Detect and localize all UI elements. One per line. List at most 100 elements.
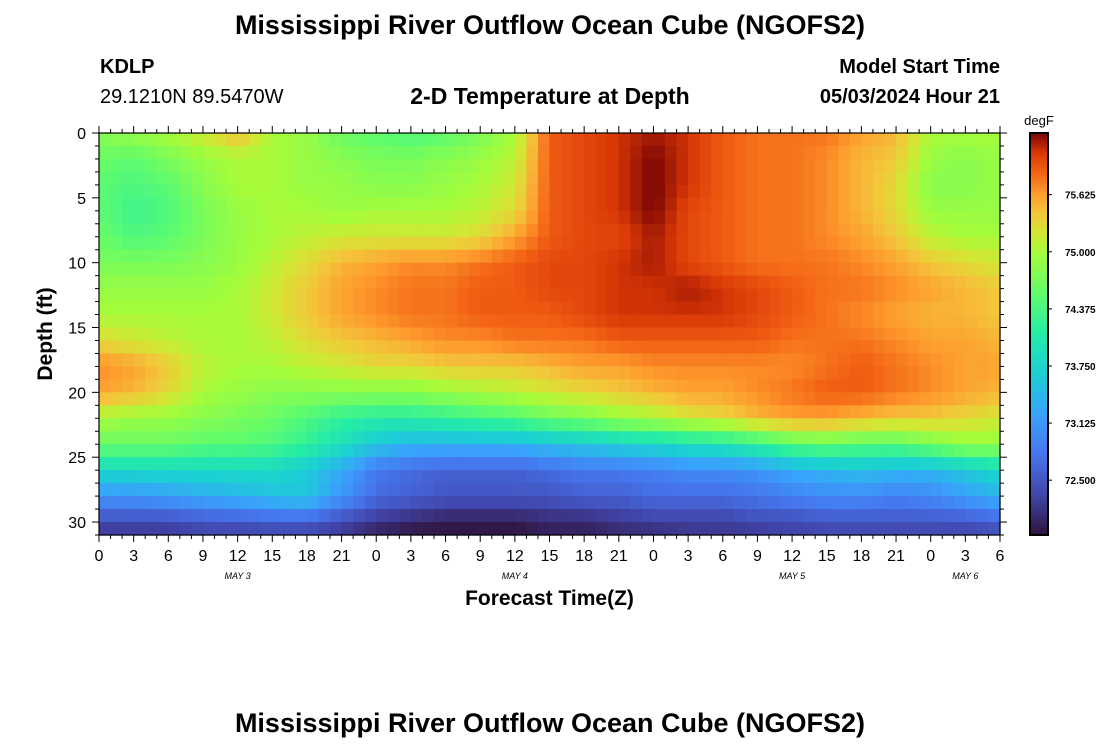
heatmap-cell: [468, 379, 481, 393]
heatmap-cell: [237, 145, 250, 160]
heatmap-cell: [988, 405, 1001, 419]
heatmap-cell: [526, 197, 539, 212]
heatmap-cell: [480, 314, 493, 329]
heatmap-cell: [722, 171, 735, 186]
heatmap-cell: [584, 171, 597, 186]
heatmap-cell: [468, 171, 481, 186]
heatmap-cell: [364, 288, 377, 303]
heatmap-cell: [884, 133, 897, 147]
heatmap-cell: [330, 509, 343, 523]
heatmap-cell: [676, 262, 689, 277]
heatmap-cell: [699, 275, 712, 290]
heatmap-cell: [595, 145, 608, 160]
heatmap-cell: [214, 262, 227, 277]
heatmap-cell: [584, 210, 597, 225]
heatmap-cell: [665, 171, 678, 186]
heatmap-cell: [930, 444, 943, 458]
heatmap-cell: [607, 327, 620, 342]
heatmap-cell: [99, 327, 112, 342]
heatmap-cell: [872, 522, 886, 536]
heatmap-cell: [514, 405, 527, 419]
heatmap-cell: [376, 314, 389, 329]
heatmap-cell: [641, 379, 655, 393]
heatmap-cell: [584, 249, 597, 264]
heatmap-cell: [711, 184, 724, 199]
heatmap-cell: [907, 470, 920, 484]
heatmap-cell: [607, 405, 620, 419]
heatmap-cell: [872, 457, 886, 471]
heatmap-cell: [988, 133, 1001, 147]
heatmap-cell: [399, 457, 412, 471]
heatmap-cell: [387, 210, 400, 225]
heatmap-cell: [99, 171, 112, 186]
heatmap-cell: [641, 353, 655, 368]
heatmap-cell: [145, 262, 158, 277]
heatmap-cell: [353, 158, 366, 173]
heatmap-cell: [491, 288, 504, 303]
heatmap-cell: [191, 496, 204, 510]
heatmap-cell: [145, 145, 158, 160]
heatmap-cell: [410, 288, 424, 303]
heatmap-cell: [318, 418, 331, 432]
heatmap-cell: [618, 133, 631, 147]
heatmap-cell: [99, 418, 112, 432]
heatmap-cell: [861, 197, 874, 212]
heatmap-cell: [156, 301, 169, 316]
heatmap-cell: [457, 288, 470, 303]
heatmap-cell: [457, 392, 470, 406]
heatmap-cell: [318, 249, 331, 264]
heatmap-cell: [514, 133, 527, 147]
heatmap-cell: [491, 457, 504, 471]
heatmap-cell: [387, 262, 400, 277]
heatmap-cell: [179, 249, 193, 264]
heatmap-cell: [722, 444, 735, 458]
heatmap-cell: [838, 210, 851, 225]
heatmap-cell: [353, 418, 366, 432]
heatmap-cell: [491, 145, 504, 160]
heatmap-cell: [942, 418, 955, 432]
heatmap-cell: [445, 133, 458, 147]
heatmap-cell: [214, 171, 227, 186]
heatmap-cell: [226, 288, 239, 303]
heatmap-cell: [722, 353, 735, 368]
heatmap-cell: [688, 236, 701, 251]
heatmap-cell: [202, 210, 216, 225]
heatmap-cell: [988, 262, 1001, 277]
heatmap-cell: [179, 353, 193, 368]
heatmap-cell: [861, 366, 874, 380]
heatmap-cell: [699, 366, 712, 380]
heatmap-cell: [699, 522, 712, 536]
heatmap-cell: [699, 353, 712, 368]
heatmap-cell: [376, 470, 389, 484]
heatmap-cell: [122, 470, 135, 484]
heatmap-cell: [780, 418, 793, 432]
heatmap-cell: [641, 470, 655, 484]
heatmap-cell: [156, 392, 169, 406]
heatmap-cell: [364, 210, 377, 225]
heatmap-cell: [226, 223, 239, 238]
heatmap-cell: [953, 418, 966, 432]
heatmap-cell: [988, 197, 1001, 212]
heatmap-cell: [976, 158, 990, 173]
heatmap-cell: [110, 275, 123, 290]
heatmap-cell: [295, 236, 308, 251]
heatmap-cell: [803, 418, 816, 432]
heatmap-cell: [584, 288, 597, 303]
heatmap-cell: [849, 262, 862, 277]
heatmap-cell: [584, 158, 597, 173]
heatmap-cell: [896, 133, 909, 147]
heatmap-cell: [491, 158, 504, 173]
heatmap-cell: [110, 223, 123, 238]
heatmap-cell: [630, 340, 643, 355]
heatmap-cell: [99, 470, 112, 484]
heatmap-cell: [237, 184, 250, 199]
heatmap-cell: [179, 314, 193, 329]
heatmap-cell: [676, 197, 689, 212]
heatmap-cell: [468, 262, 481, 277]
heatmap-cell: [872, 275, 886, 290]
heatmap-cell: [353, 184, 366, 199]
heatmap-cell: [376, 145, 389, 160]
heatmap-cell: [168, 223, 181, 238]
heatmap-cell: [653, 288, 666, 303]
heatmap-cell: [410, 483, 424, 497]
